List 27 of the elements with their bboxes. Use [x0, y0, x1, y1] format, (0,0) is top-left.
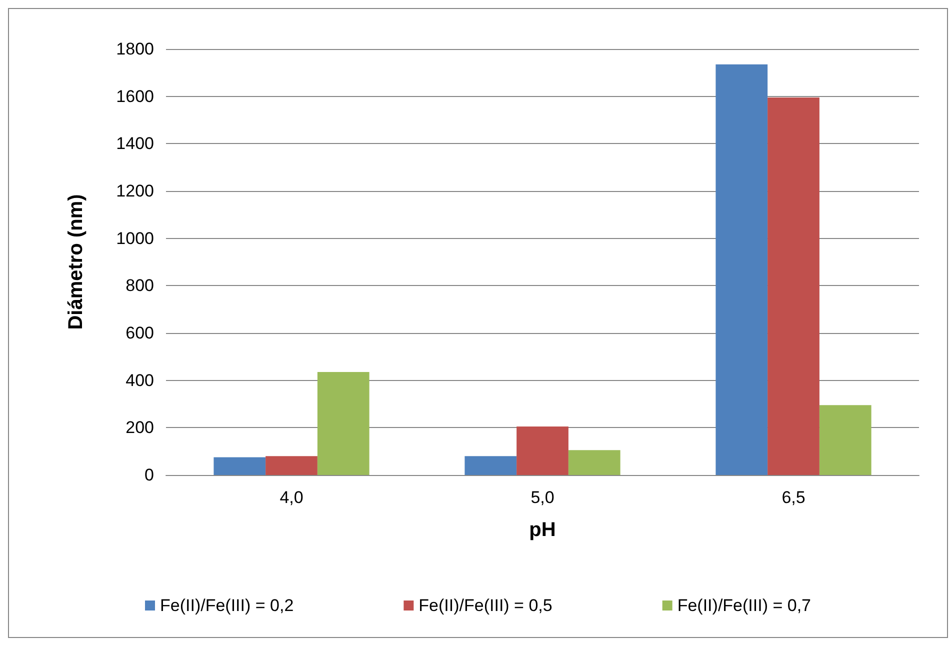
bar [716, 64, 768, 475]
y-tick-label: 1200 [116, 182, 154, 200]
legend-label: Fe(II)/Fe(III) = 0,5 [418, 596, 552, 615]
bar [568, 450, 620, 475]
y-tick-label: 600 [126, 324, 154, 342]
legend-label: Fe(II)/Fe(III) = 0,7 [677, 596, 812, 615]
x-tick-label: 4,0 [280, 488, 304, 507]
x-axis-title: pH [529, 519, 556, 541]
bar [516, 426, 568, 475]
bar [819, 405, 872, 475]
bar [317, 372, 370, 475]
y-tick-label: 1000 [116, 228, 154, 248]
x-tick-label: 6,5 [782, 488, 806, 507]
bar [266, 456, 318, 475]
bar [464, 456, 517, 475]
y-axis-title: Diámetro (nm) [65, 194, 87, 330]
y-tick-label: 0 [144, 466, 154, 484]
y-tick-label: 800 [126, 276, 154, 296]
y-tick-label: 1600 [116, 86, 154, 106]
legend-label: Fe(II)/Fe(III) = 0,2 [160, 596, 294, 615]
y-tick-label: 1800 [116, 40, 154, 58]
y-tick-label: 1400 [116, 134, 154, 154]
bar [768, 98, 820, 475]
y-tick-label: 200 [126, 418, 154, 438]
x-tick-label: 5,0 [530, 488, 554, 507]
bar [214, 457, 266, 475]
y-tick-label: 400 [126, 370, 154, 390]
